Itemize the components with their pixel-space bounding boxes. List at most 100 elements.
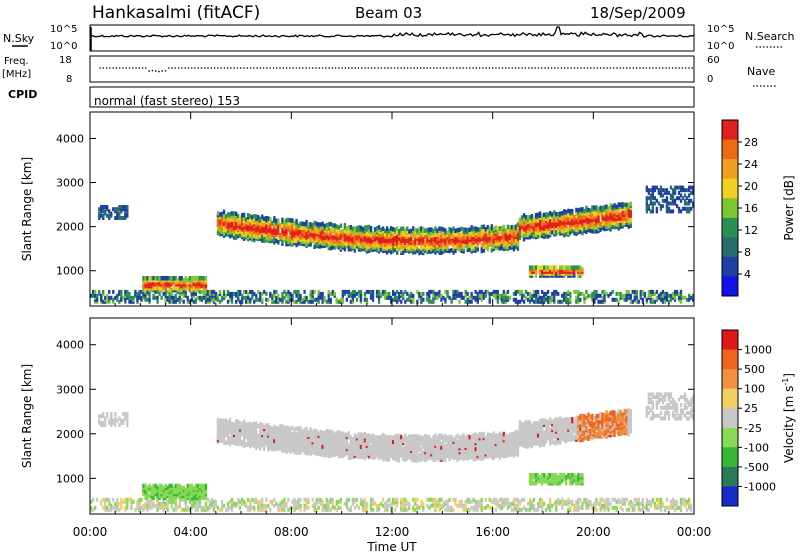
- heatmap-cell: [337, 225, 340, 230]
- heatmap-cell: [124, 289, 127, 294]
- heatmap-cell: [313, 220, 316, 226]
- heatmap-cell: [230, 227, 234, 232]
- heatmap-cell: [118, 289, 121, 294]
- heatmap-cell: [110, 423, 113, 428]
- freq-point: [593, 67, 595, 69]
- heatmap-cell: [685, 297, 689, 302]
- freq-point: [177, 67, 180, 69]
- heatmap-cell: [190, 297, 193, 302]
- heatmap-cell: [539, 265, 542, 270]
- heatmap-cell: [265, 229, 268, 235]
- heatmap-cell: [394, 235, 397, 240]
- heatmap-cell: [275, 218, 278, 224]
- freq-point: [207, 67, 209, 69]
- heatmap-cell: [506, 295, 510, 300]
- heatmap-cell: [317, 230, 320, 235]
- heatmap-cell: [214, 295, 218, 300]
- heatmap-cell: [539, 211, 542, 216]
- heatmap-cell: [561, 293, 564, 298]
- heatmap-cell: [311, 222, 314, 228]
- heatmap-cell: [114, 418, 117, 423]
- freq-point: [269, 67, 272, 69]
- heatmap-cell: [329, 222, 332, 227]
- freq-point: [655, 67, 657, 69]
- heatmap-cell: [224, 293, 228, 298]
- heatmap-cell: [255, 297, 258, 302]
- heatmap-cell: [265, 224, 268, 229]
- heatmap-cell: [267, 439, 270, 444]
- heatmap-cell: [673, 198, 677, 203]
- freq-point: [213, 67, 216, 69]
- freq-point: [576, 67, 579, 69]
- heatmap-cell: [247, 213, 250, 218]
- heatmap-cell: [541, 219, 544, 225]
- heatmap-cell: [241, 421, 244, 427]
- heatmap-cell: [299, 229, 302, 234]
- heatmap-cell: [255, 445, 258, 451]
- heatmap-cell: [114, 501, 117, 506]
- heatmap-cell: [291, 297, 294, 302]
- heatmap-cell: [112, 497, 115, 502]
- y-tick-label: 2000: [56, 221, 84, 234]
- heatmap-cell: [355, 503, 359, 508]
- heatmap-cell: [226, 505, 230, 510]
- heatmap-cell: [325, 497, 328, 502]
- heatmap-cell: [212, 503, 216, 508]
- heatmap-cell: [494, 225, 497, 230]
- heatmap-cell: [265, 216, 268, 221]
- heatmap-cell: [226, 501, 230, 506]
- heatmap-cell: [653, 196, 656, 201]
- heatmap-cell: [315, 297, 318, 302]
- heatmap-cell: [583, 208, 586, 214]
- nave-tick-top: 60: [707, 55, 720, 66]
- freq-point: [675, 67, 677, 69]
- heatmap-cell: [98, 289, 101, 294]
- heatmap-cell: [269, 291, 272, 296]
- heatmap-cell: [671, 190, 675, 195]
- heatmap-cell: [277, 293, 280, 298]
- heatmap-cell: [178, 287, 181, 293]
- heatmap-cell: [418, 226, 421, 232]
- freq-point: [642, 67, 644, 69]
- heatmap-cell: [432, 289, 435, 294]
- heatmap-cell: [470, 245, 473, 250]
- heatmap-cell: [412, 299, 415, 304]
- heatmap-cell: [567, 208, 570, 214]
- heatmap-cell: [633, 289, 636, 294]
- heatmap-cell: [204, 483, 208, 489]
- freq-point: [410, 67, 412, 69]
- heatmap-cell: [126, 412, 129, 416]
- heatmap-cell: [543, 297, 546, 302]
- heatmap-cell: [152, 281, 155, 287]
- colorbar-title: Power [dB]: [782, 175, 796, 240]
- heatmap-cell: [94, 293, 97, 298]
- heatmap-cell: [309, 299, 312, 304]
- heatmap-cell: [176, 487, 179, 493]
- heatmap-cell: [309, 222, 312, 227]
- heatmap-cell: [267, 297, 270, 302]
- heatmap-cell: [518, 231, 522, 237]
- heatmap-cell: [412, 293, 415, 298]
- heatmap-cell: [214, 291, 218, 296]
- heatmap-cell: [271, 499, 274, 504]
- heatmap-cell: [679, 193, 683, 198]
- heatmap-cell: [152, 483, 155, 489]
- heatmap-cell: [474, 226, 477, 231]
- heatmap-cell: [309, 441, 312, 446]
- freq-point: [462, 67, 465, 69]
- heatmap-cell: [659, 185, 663, 190]
- heatmap-cell: [559, 265, 562, 270]
- heatmap-cell: [400, 232, 403, 238]
- heatmap-cell: [124, 414, 127, 419]
- heatmap-cell: [126, 414, 129, 419]
- heatmap-cell: [265, 297, 268, 302]
- heatmap-cell: [692, 293, 695, 298]
- heatmap-cell: [510, 237, 514, 242]
- heatmap-cell: [204, 295, 208, 300]
- freq-point: [351, 67, 353, 69]
- heatmap-cell: [180, 485, 183, 491]
- heatmap-cell: [239, 219, 242, 224]
- heatmap-cell: [261, 234, 264, 239]
- heatmap-cell: [174, 276, 177, 281]
